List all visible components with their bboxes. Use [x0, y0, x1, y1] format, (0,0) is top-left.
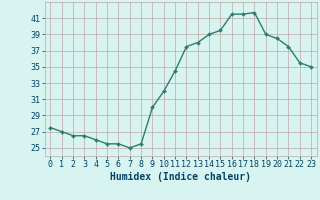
- X-axis label: Humidex (Indice chaleur): Humidex (Indice chaleur): [110, 172, 251, 182]
